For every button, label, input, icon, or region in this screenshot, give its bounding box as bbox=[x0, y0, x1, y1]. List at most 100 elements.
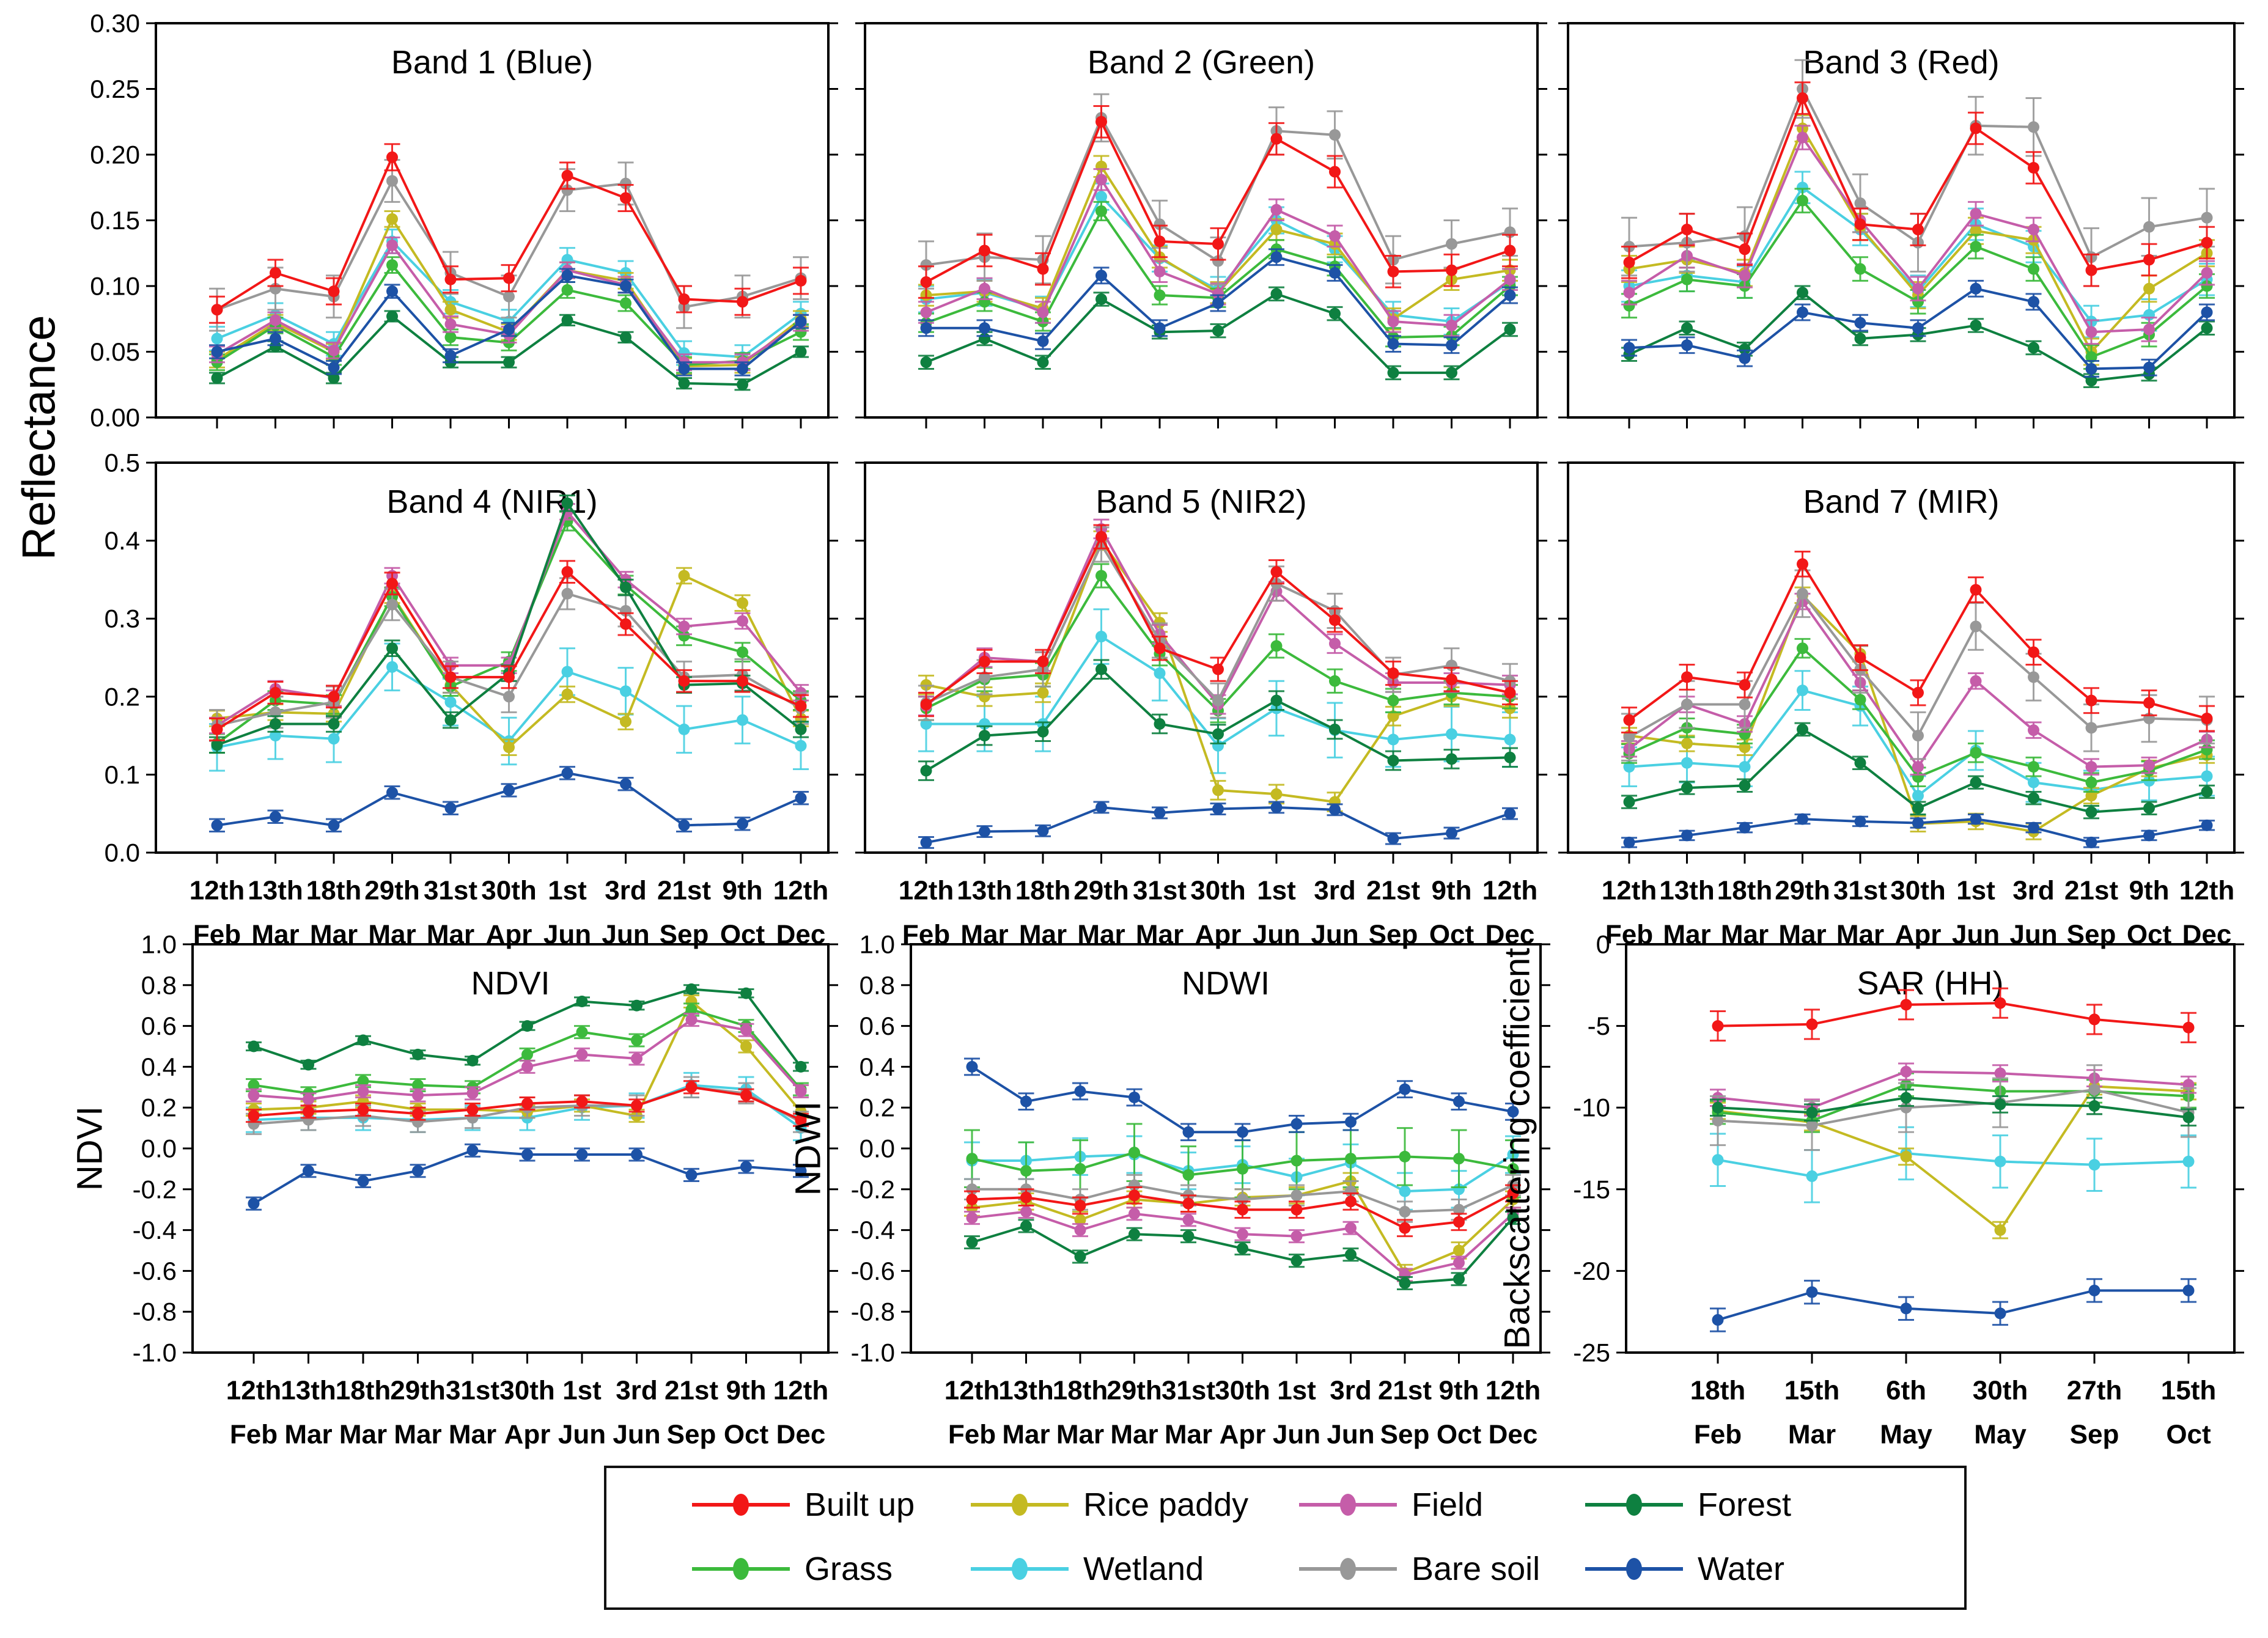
data-point bbox=[1900, 999, 1912, 1011]
data-point bbox=[1739, 343, 1751, 355]
x-tick-day: 1st bbox=[562, 1376, 602, 1406]
data-point bbox=[795, 274, 807, 287]
x-tick-month: Mar bbox=[284, 1420, 332, 1450]
legend-marker bbox=[1340, 1558, 1356, 1580]
data-point bbox=[1095, 801, 1107, 813]
data-point bbox=[1806, 1286, 1818, 1298]
data-point bbox=[1912, 790, 1924, 802]
data-point bbox=[920, 276, 932, 288]
data-point bbox=[966, 1236, 978, 1249]
data-point bbox=[521, 1098, 533, 1110]
data-point bbox=[1212, 325, 1224, 337]
x-tick-day: 30th bbox=[1973, 1376, 2028, 1406]
y-tick-label: -0.6 bbox=[851, 1257, 895, 1285]
y-tick-label: 0.25 bbox=[90, 75, 140, 103]
data-point bbox=[1504, 733, 1516, 746]
data-point bbox=[1797, 723, 1808, 735]
data-point bbox=[412, 1165, 424, 1177]
plot-border bbox=[1567, 461, 2236, 854]
legend-item-rice_paddy: Rice paddy bbox=[971, 1486, 1248, 1523]
x-tick-day: 30th bbox=[481, 876, 536, 906]
data-point bbox=[1623, 714, 1635, 726]
series-water bbox=[246, 1143, 809, 1211]
data-point bbox=[1507, 1106, 1519, 1118]
data-point bbox=[1270, 788, 1283, 800]
legend-marker bbox=[733, 1494, 749, 1516]
x-tick-day: 31st bbox=[424, 876, 477, 906]
data-point bbox=[1970, 122, 1982, 134]
x-tick-day: 13th bbox=[957, 876, 1012, 906]
legend-item-grass: Grass bbox=[692, 1551, 893, 1587]
data-point bbox=[211, 332, 223, 345]
data-point bbox=[795, 1060, 807, 1073]
data-point bbox=[2088, 1084, 2100, 1096]
data-point bbox=[1446, 753, 1457, 765]
data-point bbox=[1020, 1165, 1032, 1177]
legend-item-field: Field bbox=[1299, 1486, 1483, 1523]
data-point bbox=[1154, 322, 1166, 334]
data-point bbox=[1623, 796, 1635, 808]
chart-ndvi: -1.0 -0.8 -0.6 -0.4 -0.2 0.0 0.2 0.4 0.6 0.8 1.0 12… bbox=[70, 930, 838, 1450]
data-point bbox=[1797, 558, 1808, 570]
data-point bbox=[1037, 686, 1049, 699]
data-point bbox=[1912, 802, 1924, 814]
data-point bbox=[685, 983, 698, 995]
data-point bbox=[1270, 204, 1283, 216]
series-line bbox=[1717, 1002, 2189, 1029]
x-tick-month: Sep bbox=[667, 1420, 716, 1450]
data-point bbox=[737, 646, 748, 658]
data-point bbox=[1270, 133, 1283, 145]
data-point bbox=[1020, 1206, 1032, 1218]
data-point bbox=[1912, 817, 1924, 829]
data-point bbox=[270, 332, 281, 345]
data-point bbox=[795, 1085, 807, 1097]
data-point bbox=[1797, 587, 1808, 600]
data-point bbox=[2201, 280, 2213, 292]
data-point bbox=[2028, 671, 2039, 683]
data-point bbox=[737, 296, 748, 308]
data-point bbox=[795, 723, 807, 735]
data-point bbox=[2085, 722, 2097, 734]
y-axis-title: NDWI bbox=[789, 1101, 828, 1196]
data-point bbox=[979, 322, 990, 334]
y-tick-label: 0.20 bbox=[90, 141, 140, 169]
y-tick-label: -1.0 bbox=[851, 1339, 895, 1367]
data-point bbox=[1095, 631, 1107, 643]
x-tick-month: Apr bbox=[1220, 1420, 1266, 1450]
series-line bbox=[1717, 1083, 2189, 1122]
data-point bbox=[1020, 1191, 1032, 1203]
legend-marker bbox=[1626, 1494, 1642, 1516]
data-point bbox=[1970, 813, 1982, 825]
data-point bbox=[1037, 263, 1049, 275]
x-tick-month: Oct bbox=[2166, 1420, 2211, 1450]
data-point bbox=[576, 1095, 588, 1107]
data-point bbox=[1095, 293, 1107, 305]
data-point bbox=[737, 818, 748, 830]
data-point bbox=[1623, 761, 1635, 773]
y-tick-label: 0.4 bbox=[105, 526, 140, 555]
legend-marker bbox=[1626, 1558, 1642, 1580]
data-point bbox=[920, 718, 932, 730]
data-point bbox=[1270, 224, 1283, 236]
y-tick-label: -0.2 bbox=[133, 1175, 177, 1203]
data-point bbox=[444, 331, 457, 343]
y-tick-label: -1.0 bbox=[133, 1339, 177, 1367]
x-tick-day: 18th bbox=[306, 876, 361, 906]
data-point bbox=[620, 192, 631, 204]
data-point bbox=[2028, 121, 2039, 133]
data-point bbox=[2085, 264, 2097, 276]
data-point bbox=[1020, 1220, 1032, 1232]
data-point bbox=[1994, 997, 2006, 1009]
data-point bbox=[1270, 801, 1283, 813]
x-tick-day: 30th bbox=[1890, 876, 1945, 906]
y-tick-label: -10 bbox=[1573, 1093, 1610, 1122]
data-point bbox=[1446, 339, 1457, 351]
data-point bbox=[561, 688, 573, 700]
data-point bbox=[1446, 320, 1457, 331]
data-point bbox=[1329, 307, 1341, 320]
data-point bbox=[1912, 686, 1924, 699]
data-point bbox=[1504, 807, 1516, 820]
data-point bbox=[1212, 694, 1224, 707]
series-forest bbox=[209, 310, 809, 391]
data-point bbox=[1154, 265, 1166, 277]
